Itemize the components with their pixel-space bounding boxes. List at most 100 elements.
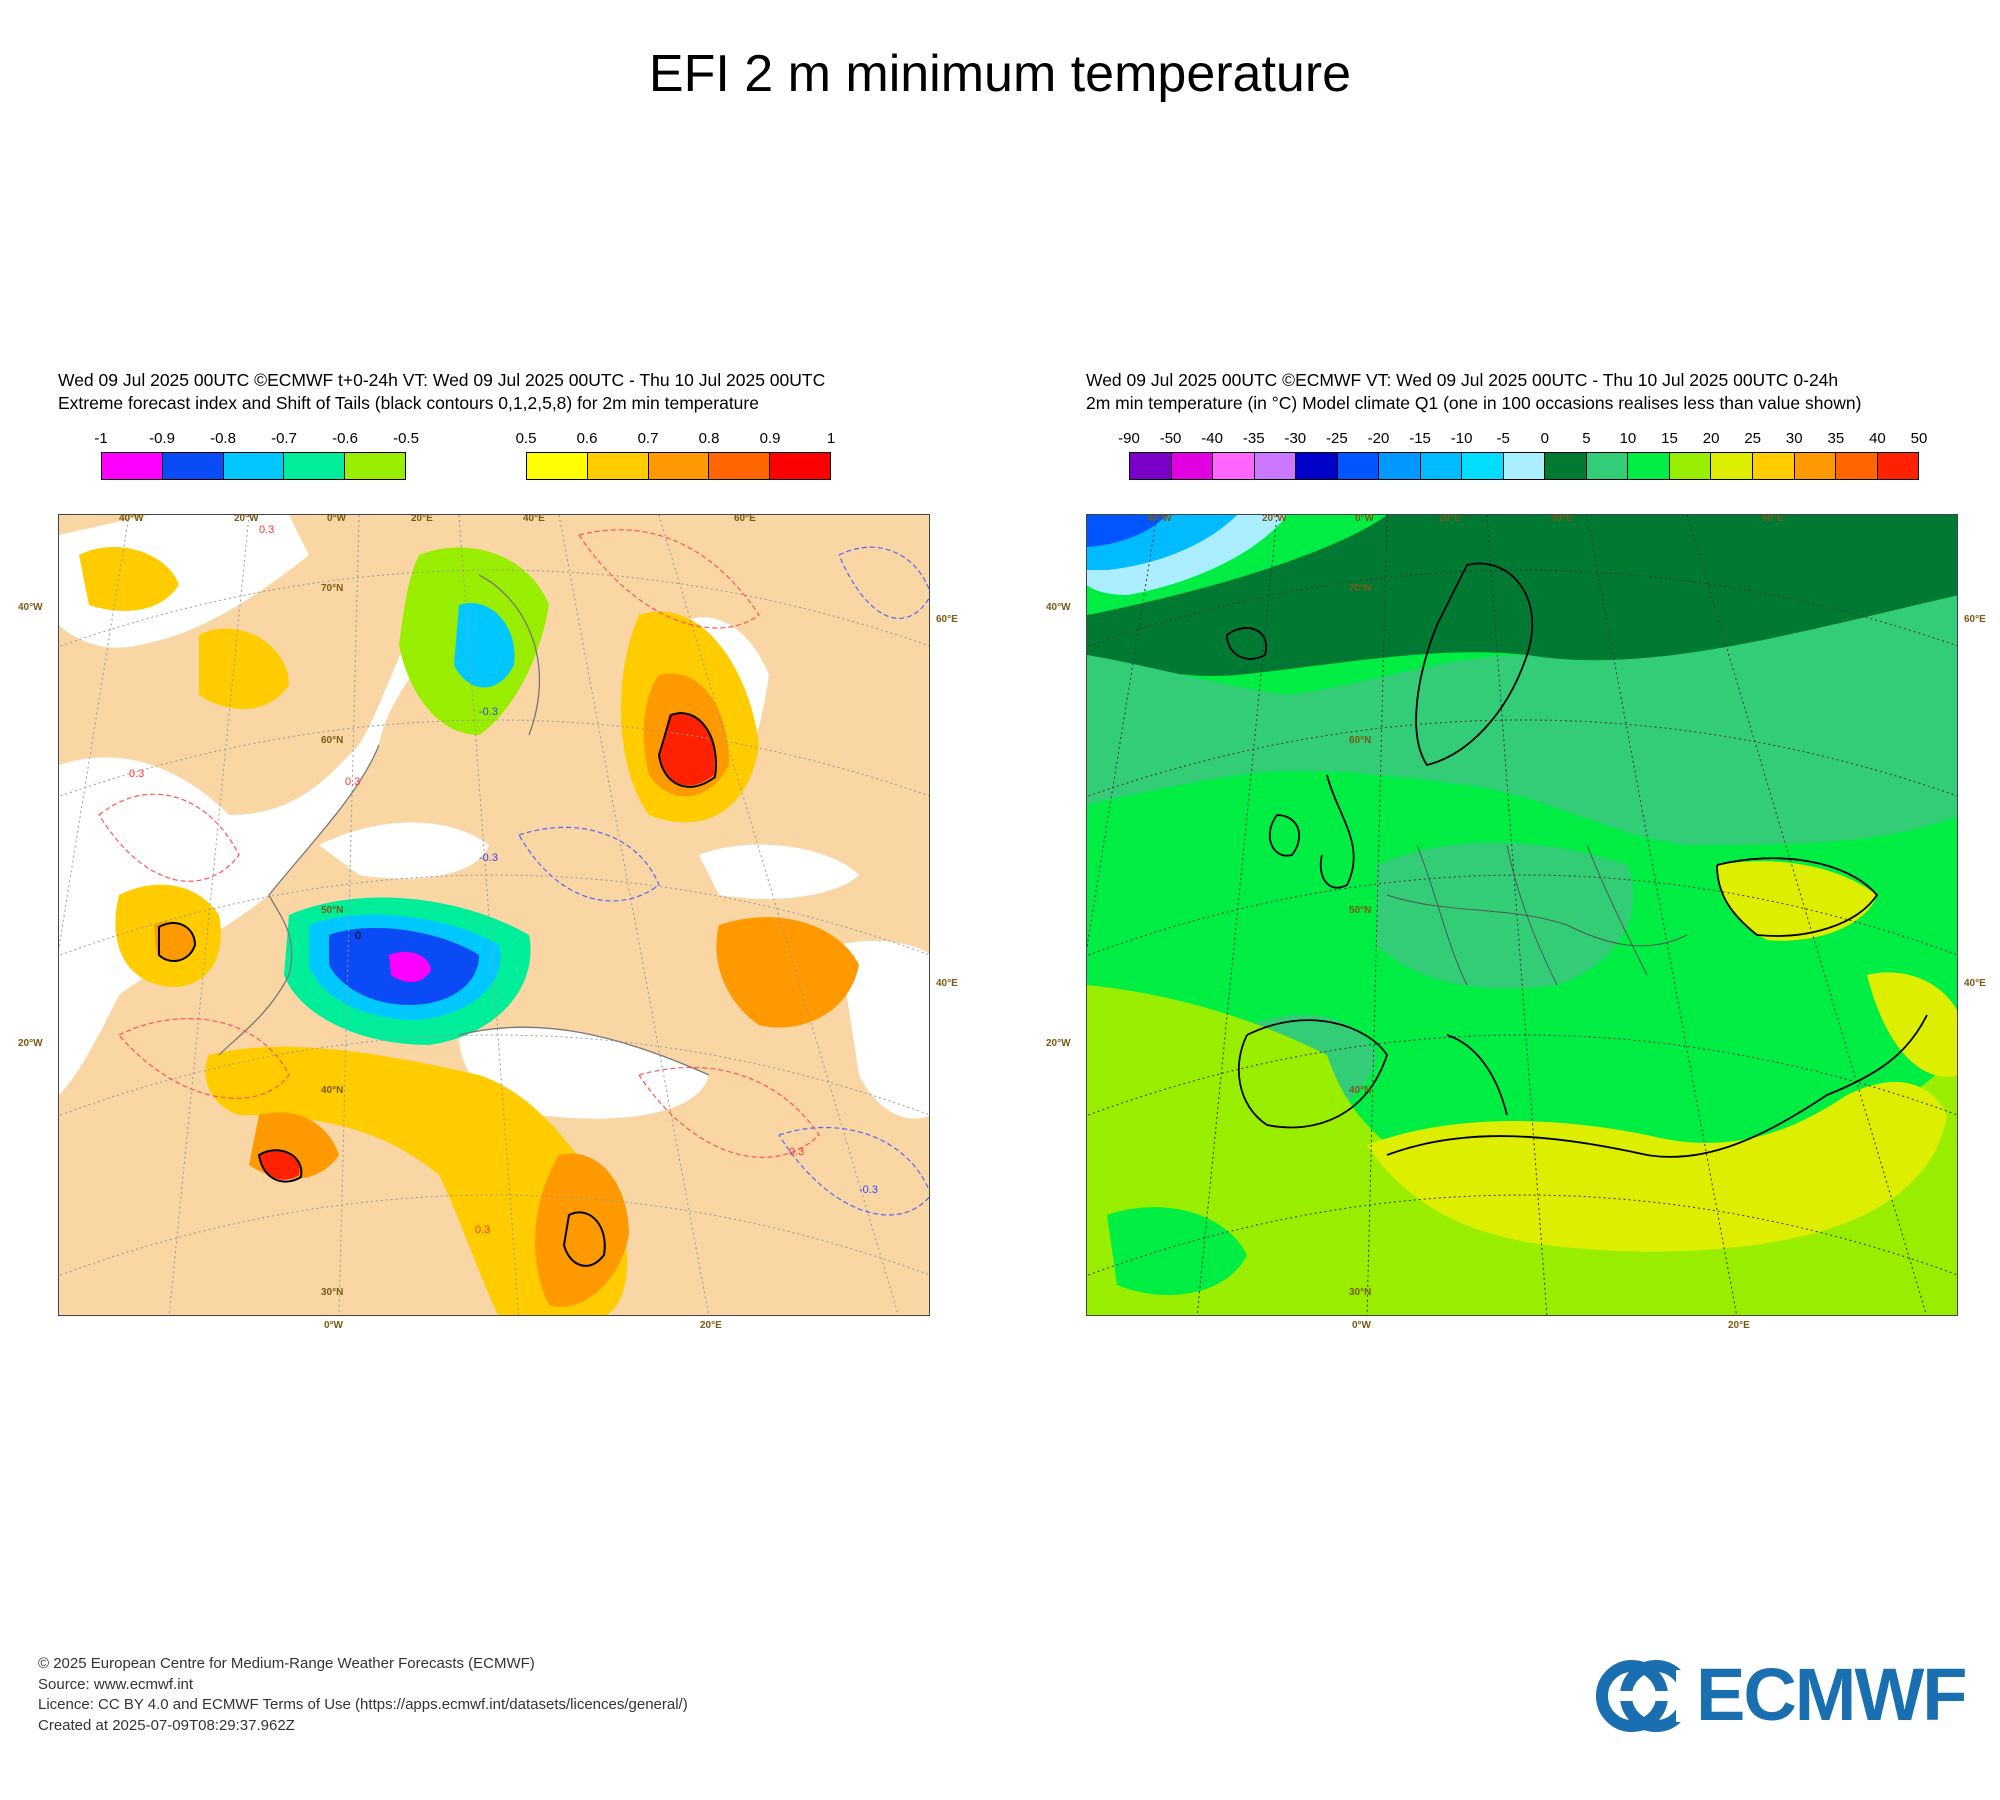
north-sea-white-region <box>319 822 489 879</box>
lon-label: 40°W <box>1147 514 1172 524</box>
legend-swatch <box>1213 453 1255 479</box>
lon-bottom-label: 20°E <box>700 1320 722 1331</box>
copyright-text: © 2025 European Centre for Medium-Range … <box>38 1655 535 1672</box>
lon-label: 20°W <box>234 514 259 524</box>
coastline-ireland <box>1268 814 1301 857</box>
efi-contour-positive <box>98 793 240 882</box>
longitude-line <box>168 515 250 1315</box>
legend-colorbar <box>1129 452 1919 480</box>
legend-tick: -0.8 <box>210 430 236 447</box>
coastline-iceland <box>1226 627 1268 660</box>
legend-tick: 0.8 <box>698 430 720 447</box>
latitude-line <box>59 719 929 798</box>
legend-tick: 0 <box>1540 430 1549 447</box>
lon-label: 60°E <box>1762 514 1784 524</box>
legend-tick: -0.9 <box>149 430 175 447</box>
legend-tick: 0.6 <box>576 430 598 447</box>
longitude-line <box>1486 515 1548 1315</box>
lon-bottom-label: 0°W <box>324 1320 343 1331</box>
longitude-line <box>1586 515 1738 1315</box>
lon-bottom-label: 0°W <box>1352 1320 1371 1331</box>
legend-tick: -25 <box>1326 430 1348 447</box>
lon-bottom-label: 20°E <box>1728 1320 1750 1331</box>
longitude-line <box>1087 515 1158 950</box>
legend-tick: 0.5 <box>515 430 537 447</box>
contour-label: 0.3 <box>475 1224 490 1236</box>
coastline <box>458 1026 710 1076</box>
legend-tick: 40 <box>1869 430 1886 447</box>
efi-hot-core <box>659 713 715 786</box>
longitude-line <box>558 515 710 1315</box>
black-sea-white-region <box>699 844 859 899</box>
contour-label: -0.3 <box>859 1184 878 1196</box>
legend-tick: 15 <box>1661 430 1678 447</box>
legend-colorbar <box>101 452 406 480</box>
contour-label: -0.3 <box>479 852 498 864</box>
contour-label: 0.3 <box>345 776 360 788</box>
legend-swatch <box>1296 453 1338 479</box>
efi-map[interactable]: 0.3 0.3 0.3 -0.3 -0.3 -0.3 0.3 0.3 0 40°… <box>58 514 930 1316</box>
lat-edge-label: 40°E <box>936 978 958 989</box>
legend-tick: -50 <box>1159 430 1182 447</box>
latitude-line <box>1087 874 1957 957</box>
central-europe-cool <box>1377 842 1634 989</box>
lat-label: 40°N <box>1349 1085 1372 1096</box>
atlantic-white-region <box>59 575 479 1095</box>
lat-edge-label: 40°W <box>1046 602 1071 613</box>
legend-swatch <box>1171 453 1214 479</box>
lon-label: 40°W <box>119 514 144 524</box>
footer: © 2025 European Centre for Medium-Range … <box>38 1654 688 1736</box>
climate-map[interactable]: 40°W 20°W 0°W 20°E 40°E 60°E 70°N 60°N 5… <box>1086 514 1958 1316</box>
legend-tick: 5 <box>1582 430 1591 447</box>
contour-label: 0.3 <box>129 768 144 780</box>
contour-label: -0.3 <box>479 706 498 718</box>
created-text: Created at 2025-07-09T08:29:37.962Z <box>38 1716 295 1734</box>
climate-header-line1: Wed 09 Jul 2025 00UTC ©ECMWF VT: Wed 09 … <box>1086 370 1839 390</box>
legend-tick: -15 <box>1409 430 1431 447</box>
lon-label: 20°E <box>1439 514 1461 524</box>
lat-edge-label: 40°W <box>18 602 43 613</box>
coastline-britain <box>1319 774 1355 889</box>
efi-contour-positive <box>578 529 760 629</box>
efi-contour-positive <box>638 1066 820 1158</box>
legend-swatch <box>1669 453 1712 479</box>
lat-label: 40°N <box>321 1085 344 1096</box>
legend-swatch <box>1545 453 1587 479</box>
contour-label: 0.3 <box>259 524 274 536</box>
legend-swatch <box>1586 453 1629 479</box>
country-border <box>1416 844 1468 986</box>
lon-label: 20°W <box>1262 514 1287 524</box>
legend-swatch <box>1628 453 1670 479</box>
caspian-warm <box>1867 972 1957 1077</box>
legend-tick: 0.9 <box>759 430 781 447</box>
efi-contour-negative <box>518 826 660 902</box>
legend-swatch <box>1752 453 1795 479</box>
efi-warm-area <box>79 546 179 611</box>
longitude-line <box>59 515 130 950</box>
coastline <box>478 574 541 736</box>
efi-cold-area <box>454 603 515 688</box>
lat-label: 60°N <box>1349 735 1372 746</box>
efi-extreme-cold-core <box>389 951 431 982</box>
hot-band <box>1367 1081 1947 1252</box>
shift-of-tails-contour <box>158 922 197 962</box>
lat-edge-label: 20°W <box>18 1038 43 1049</box>
cool-band <box>1087 595 1957 845</box>
lat-edge-label: 40°E <box>1964 978 1986 989</box>
legend-swatch <box>1379 453 1421 479</box>
climate-panel: Wed 09 Jul 2025 00UTC ©ECMWF VT: Wed 09 … <box>1046 370 1986 1331</box>
legend-swatch <box>709 453 771 479</box>
legend-swatch <box>1420 453 1463 479</box>
legend-swatch <box>1462 453 1504 479</box>
lat-label: 70°N <box>321 583 344 594</box>
lat-label: 70°N <box>1349 583 1372 594</box>
legend-swatch <box>284 453 346 479</box>
lat-edge-label: 60°E <box>936 614 958 625</box>
legend-tick: -5 <box>1496 430 1510 447</box>
lon-label: 60°E <box>734 514 756 524</box>
efi-header-line1: Wed 09 Jul 2025 00UTC ©ECMWF t+0-24h VT:… <box>58 370 826 390</box>
legend-swatch <box>1130 453 1172 479</box>
caspian-white-region <box>839 940 929 1119</box>
legend-swatch <box>770 453 830 479</box>
ecmwf-logo[interactable]: ECMWF <box>1596 1653 1976 1740</box>
